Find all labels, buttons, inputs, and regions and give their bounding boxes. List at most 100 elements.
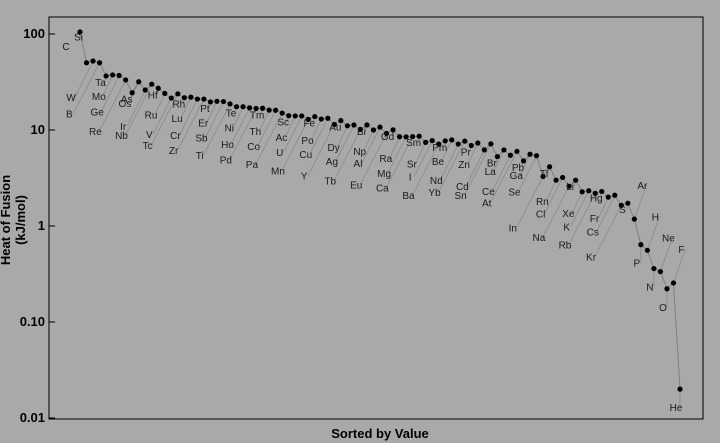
data-points <box>77 29 683 392</box>
data-point-Pm <box>442 138 448 144</box>
leader-line-Ni <box>232 106 244 128</box>
element-label-Fr: Fr <box>590 214 600 225</box>
element-label-C: C <box>62 42 69 53</box>
data-point-Ho <box>246 105 253 111</box>
leader-line-Mn <box>281 119 309 171</box>
element-label-Zr: Zr <box>169 146 179 157</box>
data-point-Sc <box>286 113 292 119</box>
leader-line-Pa <box>255 112 283 165</box>
data-point-O <box>664 286 670 292</box>
element-label-Ti: Ti <box>196 151 204 162</box>
element-label-F: F <box>678 245 684 256</box>
data-point-Bi <box>364 122 370 128</box>
data-point-Cl <box>560 174 566 181</box>
leader-line-F <box>673 248 686 284</box>
element-label-Te: Te <box>226 109 237 120</box>
data-point-Ca <box>410 133 416 140</box>
data-point-F <box>670 280 677 286</box>
element-label-Pr: Pr <box>461 148 472 159</box>
data-point-Hf <box>155 85 161 91</box>
data-point-Rn <box>553 177 559 183</box>
element-label-Nb: Nb <box>115 131 128 142</box>
element-label-Pb: Pb <box>512 163 525 174</box>
data-point-Li <box>573 177 579 183</box>
leader-line-Tc <box>151 93 179 146</box>
data-point-Ir <box>142 87 148 93</box>
data-point-Rh <box>181 95 187 101</box>
element-label-P: P <box>634 259 641 270</box>
element-label-Ra: Ra <box>379 154 392 165</box>
data-point-Zn <box>475 140 481 146</box>
series-connector-line <box>79 31 681 390</box>
element-label-Mg: Mg <box>377 169 391 180</box>
data-point-Yb <box>462 138 468 144</box>
data-point-Ta <box>103 73 109 79</box>
leader-line-Ag <box>335 124 355 162</box>
x-axis-label: Sorted by Value <box>331 426 429 441</box>
leader-line-W <box>74 60 94 98</box>
data-point-W <box>90 58 96 64</box>
data-point-Hg <box>599 188 605 195</box>
data-point-Pb <box>520 158 527 164</box>
data-point-Ni <box>240 104 246 110</box>
data-point-La <box>501 147 507 153</box>
data-point-Dy <box>344 123 350 129</box>
leader-line-Ru <box>154 93 166 115</box>
element-label-Tb: Tb <box>324 176 336 187</box>
element-label-Ne: Ne <box>662 234 675 245</box>
data-point-Ar <box>631 216 637 222</box>
element-label-Bi: Bi <box>357 127 366 138</box>
leader-line-Rb <box>568 193 596 245</box>
leader-line-Eu <box>359 133 387 185</box>
element-label-K: K <box>563 223 570 234</box>
leader-line-Mo <box>102 74 113 97</box>
element-label-Be: Be <box>432 157 445 168</box>
y-axis-label: Heat of Fusion (kJ/mol) <box>0 174 28 266</box>
data-point-Lu <box>188 94 194 100</box>
data-point-Pr <box>468 142 474 149</box>
leader-line-Y <box>307 124 335 176</box>
leader-line-U <box>283 115 303 153</box>
data-point-Fr <box>605 194 611 200</box>
data-point-Sm <box>416 133 422 139</box>
leader-line-Na <box>542 185 570 238</box>
leader-line-Re <box>99 79 127 132</box>
leader-line-Sn <box>464 143 492 196</box>
element-label-Gd: Gd <box>381 132 394 143</box>
leader-line-Ga <box>519 154 531 176</box>
leader-line-Cd <box>465 149 485 187</box>
leader-line-Np <box>363 129 374 152</box>
y-tick-label: 0.10 <box>20 314 45 329</box>
data-point-Sb <box>220 98 227 105</box>
data-point-Ge <box>116 72 122 79</box>
element-label-Al: Al <box>354 159 363 170</box>
data-point-Cs <box>612 192 618 198</box>
leader-line-Ca <box>386 136 413 188</box>
leader-line-Ba <box>412 143 440 196</box>
element-label-N: N <box>646 283 653 294</box>
element-label-Eu: Eu <box>350 180 362 191</box>
data-point-Tl <box>546 164 553 170</box>
y-tick-label: 10 <box>31 122 45 137</box>
leader-line-Yb <box>438 140 466 193</box>
element-label-Cd: Cd <box>456 182 469 193</box>
data-point-Cu <box>325 115 331 121</box>
data-point-Tb <box>357 126 364 132</box>
data-point-Ba <box>436 141 442 147</box>
element-label-V: V <box>146 130 153 141</box>
element-label-Se: Se <box>508 188 521 199</box>
leader-line-Fr <box>598 196 609 219</box>
element-label-Na: Na <box>532 233 545 244</box>
data-point-Kr <box>618 202 624 208</box>
element-label-Tl: Tl <box>540 169 548 180</box>
element-label-As: As <box>121 95 133 106</box>
data-point-B <box>96 60 103 66</box>
leader-line-Mg <box>387 136 407 174</box>
data-point-Al <box>377 124 383 130</box>
leader-line-Nd <box>439 143 459 181</box>
data-point-Re <box>123 77 129 83</box>
element-label-Li: Li <box>566 182 574 193</box>
leader-line-Ce <box>492 155 511 192</box>
element-label-Nd: Nd <box>430 176 443 187</box>
